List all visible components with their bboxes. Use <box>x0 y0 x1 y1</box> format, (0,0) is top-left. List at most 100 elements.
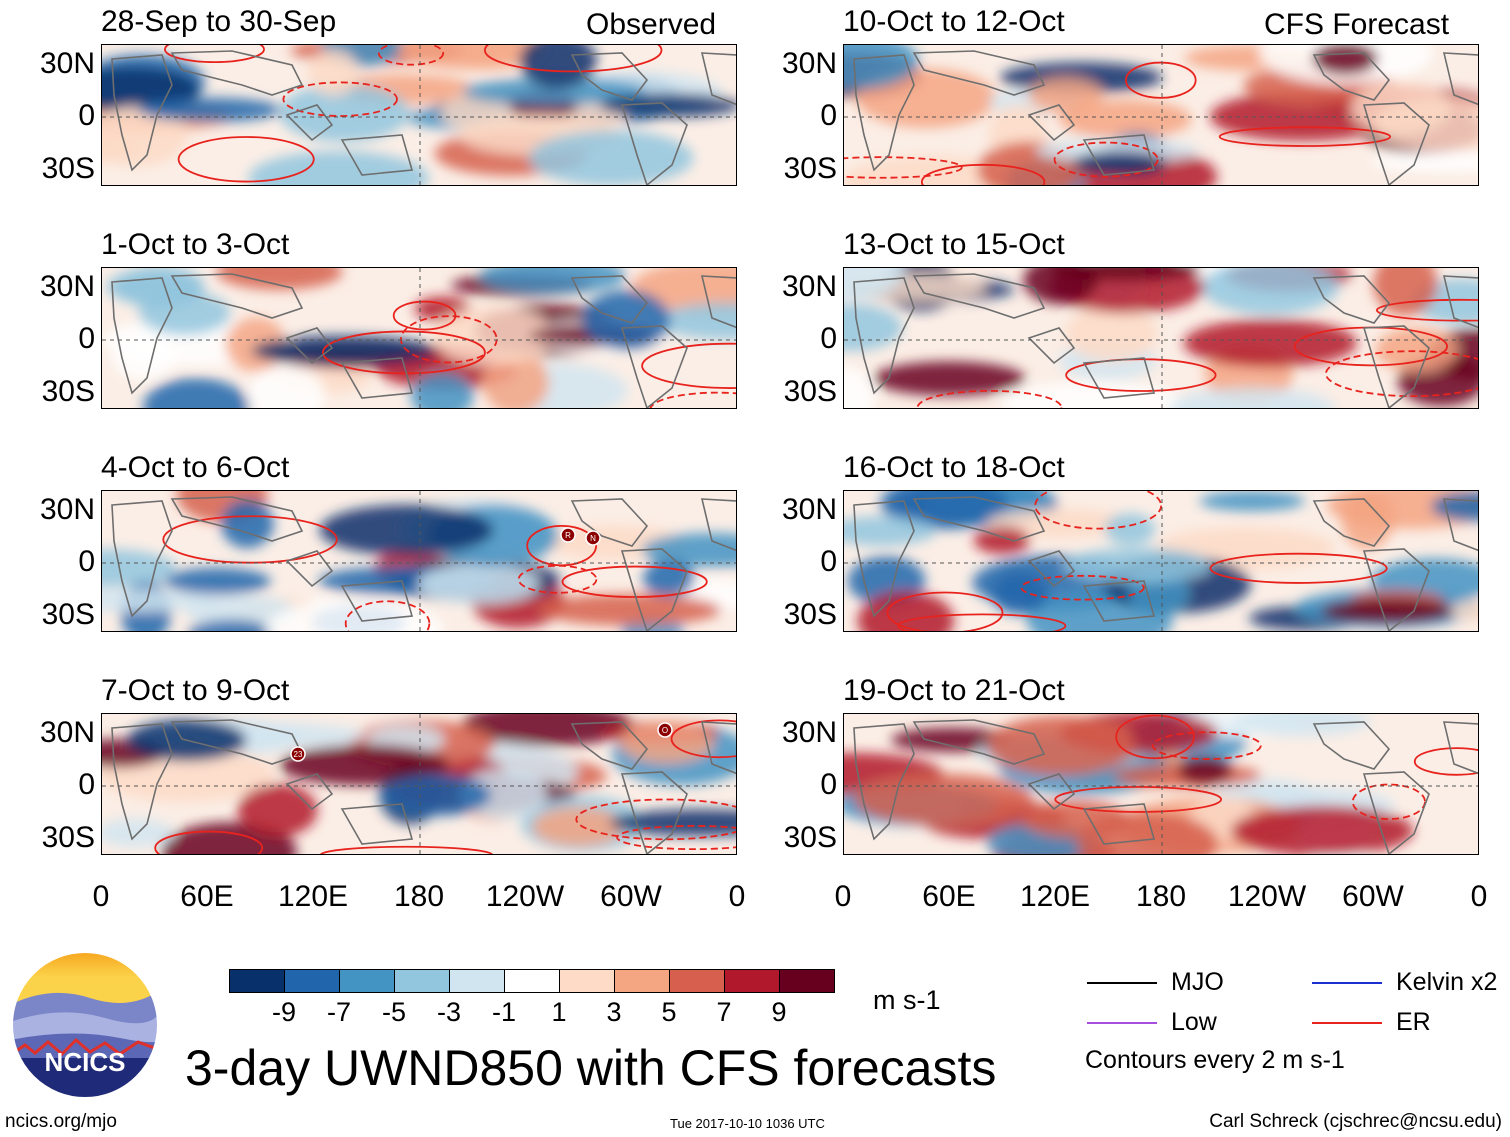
coastline <box>340 357 414 399</box>
anomaly-blob <box>656 302 736 340</box>
anomaly-blob <box>248 366 325 408</box>
x-tick-label: 60W <box>1342 880 1404 913</box>
map-panel-4: 23 O <box>101 713 737 855</box>
storm-marker-circle <box>290 746 306 762</box>
er-contour <box>1053 141 1159 178</box>
anomaly-blob <box>1230 805 1414 854</box>
map-field: 23 O <box>102 714 736 854</box>
map-panel-8 <box>843 713 1479 855</box>
panel-title: 28-Sep to 30-Sep <box>101 5 337 38</box>
x-tick-label: 120W <box>485 880 565 913</box>
coastline <box>1362 771 1430 854</box>
coastline <box>170 273 304 319</box>
colorbar-units: m s-1 <box>873 985 941 1015</box>
coastline <box>1442 52 1478 106</box>
y-tick-label: 0 <box>78 768 95 801</box>
coastline <box>912 719 1046 765</box>
anomaly-blob <box>265 599 443 631</box>
anomaly-blob <box>112 335 177 380</box>
er-contour <box>616 825 736 851</box>
er-contour <box>1151 731 1262 760</box>
storm-marker: N <box>590 534 596 543</box>
coastline <box>340 134 414 176</box>
anomaly-blob <box>532 807 625 847</box>
er-contour <box>670 719 736 759</box>
anomaly-blob <box>1370 151 1478 172</box>
y-tick-label: 30S <box>783 821 837 854</box>
anomaly-blob <box>844 268 905 300</box>
anomaly-blob <box>248 151 429 185</box>
anomaly-blob <box>1063 547 1212 584</box>
er-contour <box>1054 785 1223 813</box>
x-tick-label: 0 <box>92 880 110 913</box>
anomaly-blob <box>102 105 188 167</box>
y-tick-label: 0 <box>78 322 95 355</box>
er-contour <box>1115 714 1195 760</box>
footer-url[interactable]: ncics.org/mjo <box>5 1111 117 1132</box>
colorbar-tick-label: -9 <box>271 997 296 1027</box>
anomaly-blob <box>1230 714 1371 737</box>
y-tick-label: 30N <box>39 47 95 80</box>
anomaly-blob <box>380 774 491 817</box>
er-contour <box>641 342 736 389</box>
anomaly-blob <box>1059 99 1192 139</box>
anomaly-blob <box>319 504 494 556</box>
map-field <box>102 45 736 185</box>
anomaly-blob <box>973 526 1031 555</box>
er-contour <box>344 600 431 631</box>
er-contour <box>377 45 445 66</box>
panel-title: 4-Oct to 6-Oct <box>101 451 290 484</box>
er-contour <box>1034 491 1163 530</box>
coastline <box>1082 803 1156 845</box>
panel-title: 13-Oct to 15-Oct <box>843 228 1065 261</box>
anomaly-blob <box>1049 268 1202 281</box>
anomaly-blob <box>479 268 626 294</box>
x-tick-label: 120E <box>1019 880 1091 913</box>
coastline <box>340 803 414 845</box>
storm-marker-circle <box>657 722 673 738</box>
storm-marker: O <box>662 726 668 735</box>
er-contour <box>517 564 598 594</box>
anomaly-blob <box>844 155 1021 185</box>
er-contour <box>1020 574 1145 601</box>
coastline <box>1027 327 1076 365</box>
anomaly-blob <box>462 714 632 747</box>
map-panel-1 <box>101 44 737 186</box>
er-contour <box>886 591 1004 631</box>
coastline <box>111 500 173 618</box>
anomaly-blob <box>609 809 736 837</box>
x-tick-label: 60E <box>180 880 234 913</box>
coastline <box>1312 275 1391 324</box>
x-tick-label: 0 <box>728 880 746 913</box>
anomaly-blob <box>1065 305 1158 362</box>
anomaly-blob <box>237 783 318 837</box>
coastline <box>1312 52 1391 101</box>
colorbar-swatch <box>339 969 395 993</box>
er-contour <box>1325 350 1478 398</box>
y-tick-label: 30S <box>783 152 837 185</box>
coastline <box>1442 498 1478 552</box>
colorbar-swatch <box>779 969 835 993</box>
coastline <box>620 325 688 408</box>
colorbar-tick-label: -7 <box>326 997 351 1027</box>
colorbar-tick-label: -1 <box>491 997 516 1027</box>
coastline <box>285 104 334 142</box>
er-contour <box>1065 358 1217 392</box>
er-contour <box>177 136 315 183</box>
anomaly-blob <box>216 268 343 290</box>
er-contour <box>1413 747 1478 776</box>
x-tick-label: 0 <box>834 880 852 913</box>
legend-label: MJO <box>1171 968 1224 996</box>
anomaly-blob <box>1371 97 1478 151</box>
storm-marker-circle <box>585 530 601 546</box>
colorbar-tick-label: 5 <box>661 997 677 1027</box>
er-contour <box>920 163 1046 185</box>
coastline <box>700 275 736 329</box>
coastline <box>1027 550 1076 588</box>
er-contour <box>526 525 598 567</box>
anomaly-blob <box>539 593 722 626</box>
coastline <box>853 500 915 618</box>
cfs-forecast-label: CFS Forecast <box>1264 8 1450 41</box>
